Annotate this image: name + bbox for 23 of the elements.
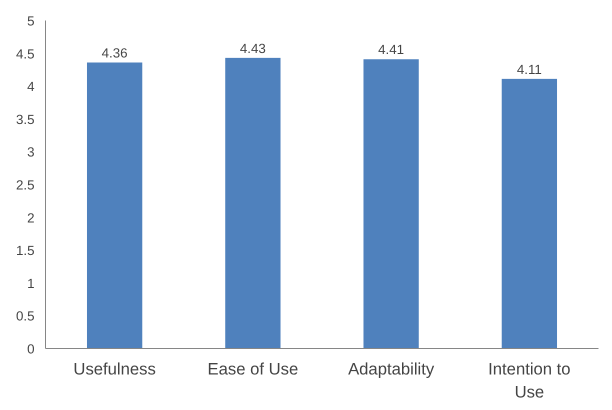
bar [86, 62, 142, 348]
x-tick-label: Usefulness [73, 360, 156, 378]
y-tick-label: 1 [27, 276, 35, 291]
bar [363, 59, 419, 348]
y-tick-label: 2.5 [16, 178, 35, 192]
bar [502, 78, 558, 348]
bar [225, 58, 281, 348]
data-label: 4.43 [240, 40, 266, 56]
y-tick-label: 3.5 [16, 112, 35, 127]
x-tick-label: Intention to Use [488, 360, 571, 402]
data-label: 4.36 [102, 45, 128, 60]
y-tick-label: 1.5 [16, 243, 35, 258]
y-tick-label: 4 [27, 79, 36, 94]
y-tick-label: 5 [27, 14, 35, 28]
y-tick-label: 0.5 [16, 308, 35, 324]
y-tick-label: 0 [27, 342, 35, 356]
data-label: 4.11 [516, 62, 542, 77]
y-tick-label: 4.5 [16, 46, 35, 62]
data-label: 4.41 [378, 42, 404, 58]
x-tick-label: Ease of Use [208, 360, 298, 378]
y-tick-label: 2 [27, 210, 35, 226]
y-tick-label: 3 [27, 144, 35, 160]
x-tick-label: Adaptability [348, 360, 435, 378]
